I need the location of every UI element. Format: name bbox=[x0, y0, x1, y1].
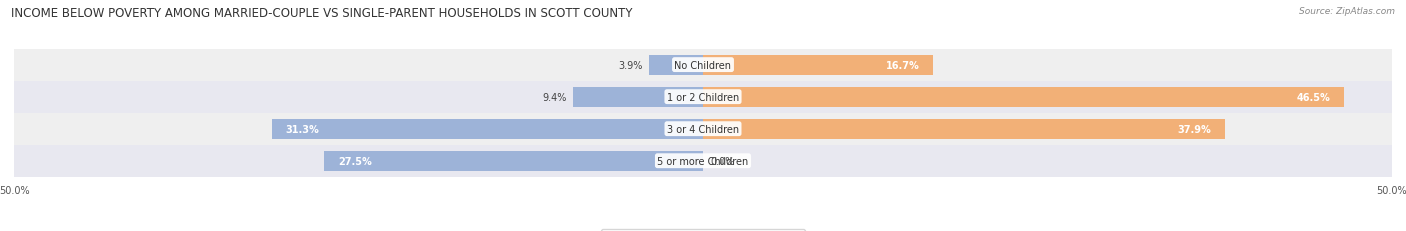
Bar bbox=[14, 81, 1392, 113]
Bar bbox=[650, 55, 703, 75]
Bar bbox=[14, 49, 1392, 81]
Text: 37.9%: 37.9% bbox=[1178, 124, 1212, 134]
Bar bbox=[703, 87, 1344, 107]
Bar bbox=[14, 145, 1392, 177]
Text: INCOME BELOW POVERTY AMONG MARRIED-COUPLE VS SINGLE-PARENT HOUSEHOLDS IN SCOTT C: INCOME BELOW POVERTY AMONG MARRIED-COUPL… bbox=[11, 7, 633, 20]
Bar bbox=[574, 87, 703, 107]
Text: 27.5%: 27.5% bbox=[337, 156, 371, 166]
Text: 16.7%: 16.7% bbox=[886, 60, 920, 70]
Bar bbox=[703, 119, 1225, 139]
Text: 46.5%: 46.5% bbox=[1296, 92, 1330, 102]
Text: 3.9%: 3.9% bbox=[619, 60, 643, 70]
Bar bbox=[323, 151, 703, 171]
Bar bbox=[703, 55, 934, 75]
Bar bbox=[14, 113, 1392, 145]
Text: No Children: No Children bbox=[675, 60, 731, 70]
Text: 5 or more Children: 5 or more Children bbox=[658, 156, 748, 166]
Text: 0.0%: 0.0% bbox=[710, 156, 734, 166]
Text: 31.3%: 31.3% bbox=[285, 124, 319, 134]
Text: Source: ZipAtlas.com: Source: ZipAtlas.com bbox=[1299, 7, 1395, 16]
Text: 1 or 2 Children: 1 or 2 Children bbox=[666, 92, 740, 102]
Text: 9.4%: 9.4% bbox=[543, 92, 567, 102]
Text: 3 or 4 Children: 3 or 4 Children bbox=[666, 124, 740, 134]
Legend: Married Couples, Single Parents: Married Couples, Single Parents bbox=[602, 229, 804, 231]
Bar bbox=[271, 119, 703, 139]
